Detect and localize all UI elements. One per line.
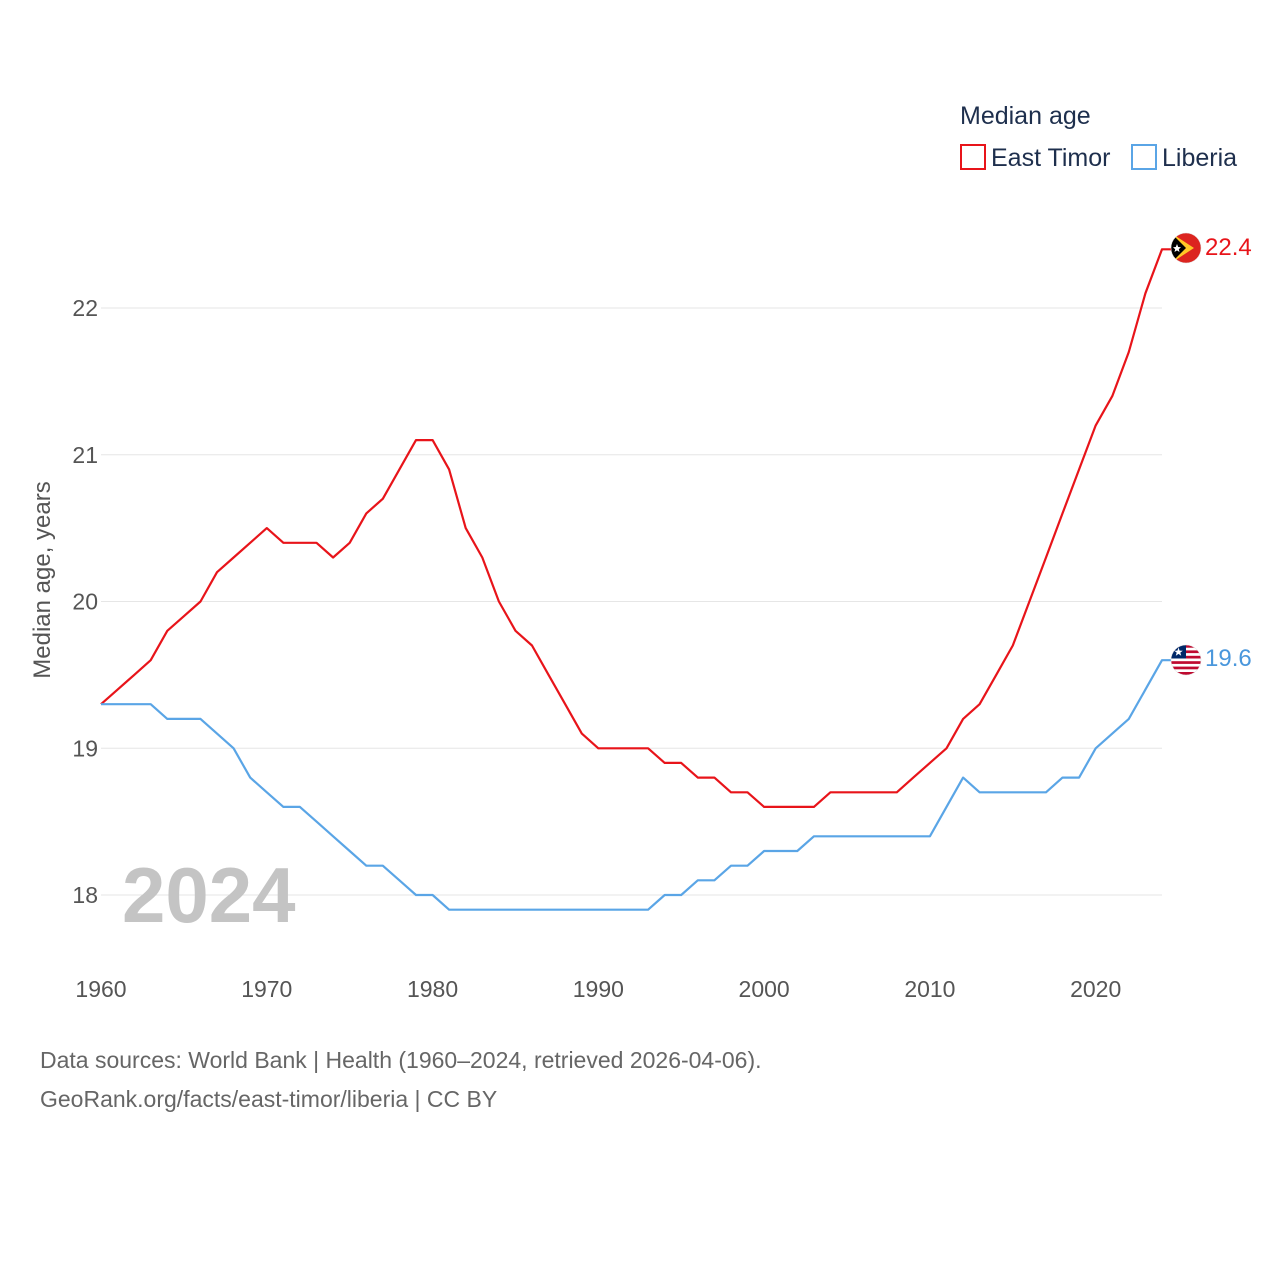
source-line-2: GeoRank.org/facts/east-timor/liberia | C… [40,1086,498,1112]
y-tick-label: 20 [72,589,98,615]
x-tick-label: 1960 [75,976,126,1002]
grid-lines [101,307,1162,896]
end-label-liberia: 19.6 [1205,645,1252,672]
x-tick-label: 1980 [407,976,458,1002]
y-axis-ticks: 18 19 20 21 22 [72,295,98,908]
x-tick-label: 2020 [1070,976,1121,1002]
x-axis-ticks: 1960 1970 1980 1990 2000 2010 2020 [75,976,1121,1002]
legend-item-east-timor[interactable]: East Timor [960,144,1110,172]
end-label-east-timor: 22.4 [1205,234,1252,261]
east-timor-flag-icon [1171,233,1201,263]
legend-swatch-liberia [1131,144,1157,170]
y-tick-label: 22 [72,295,98,321]
legend-item-liberia[interactable]: Liberia [1131,144,1237,172]
x-tick-label: 2010 [904,976,955,1002]
year-watermark: 2024 [122,851,296,939]
x-tick-label: 1990 [573,976,624,1002]
x-tick-label: 1970 [241,976,292,1002]
legend-title: Median age [960,102,1091,130]
legend-label-liberia: Liberia [1162,144,1237,172]
y-tick-label: 18 [72,882,98,908]
y-axis-label: Median age, years [29,481,56,678]
legend-label-east-timor: East Timor [991,144,1110,172]
legend-swatch-east-timor [960,144,986,170]
x-tick-label: 2000 [739,976,790,1002]
series-lines [100,248,1171,911]
y-tick-label: 21 [72,442,98,468]
liberia-flag-icon [1171,645,1201,675]
source-line-1: Data sources: World Bank | Health (1960–… [40,1047,762,1073]
series-line-liberia [101,659,1171,911]
y-tick-label: 19 [72,735,98,761]
series-line-east-timor [100,248,1171,809]
